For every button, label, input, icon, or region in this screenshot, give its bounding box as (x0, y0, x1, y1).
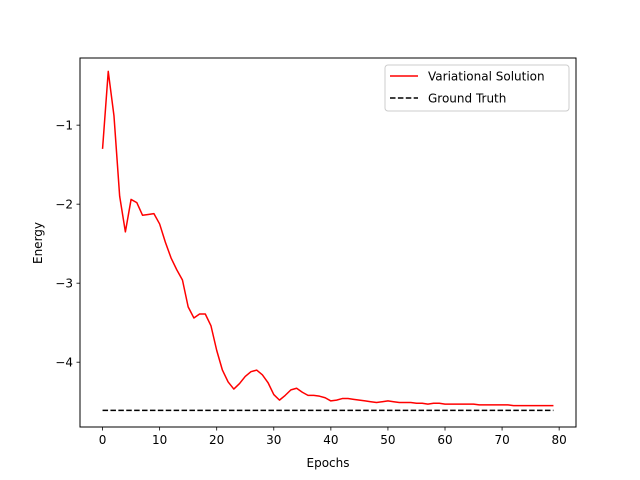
x-tick-label: 10 (152, 433, 167, 447)
y-tick-label: −1 (55, 119, 73, 133)
y-tick-label: −4 (55, 356, 73, 370)
x-tick-label: 0 (99, 433, 107, 447)
x-tick-label: 30 (266, 433, 281, 447)
x-tick-label: 70 (494, 433, 509, 447)
axes-frame (79, 57, 577, 428)
x-tick-label: 20 (209, 433, 224, 447)
legend-label-ground-truth: Ground Truth (428, 92, 506, 106)
x-tick-label: 60 (437, 433, 452, 447)
x-tick-label: 50 (380, 433, 395, 447)
y-axis-label: Energy (31, 222, 45, 264)
legend-label-variational: Variational Solution (428, 70, 545, 84)
y-tick-label: −3 (55, 277, 73, 291)
legend: Variational Solution Ground Truth (384, 64, 570, 112)
y-tick-label: −2 (55, 198, 73, 212)
series-line-0 (101, 70, 554, 407)
x-axis-ticks: 0 10 20 30 40 50 60 70 80 (99, 427, 567, 447)
x-tick-label: 80 (552, 433, 567, 447)
y-axis-ticks: −4 −3 −2 −1 (55, 119, 80, 370)
legend-box (384, 64, 570, 112)
plot-lines (101, 70, 554, 412)
x-axis-label: Epochs (307, 456, 350, 470)
x-tick-label: 40 (323, 433, 338, 447)
